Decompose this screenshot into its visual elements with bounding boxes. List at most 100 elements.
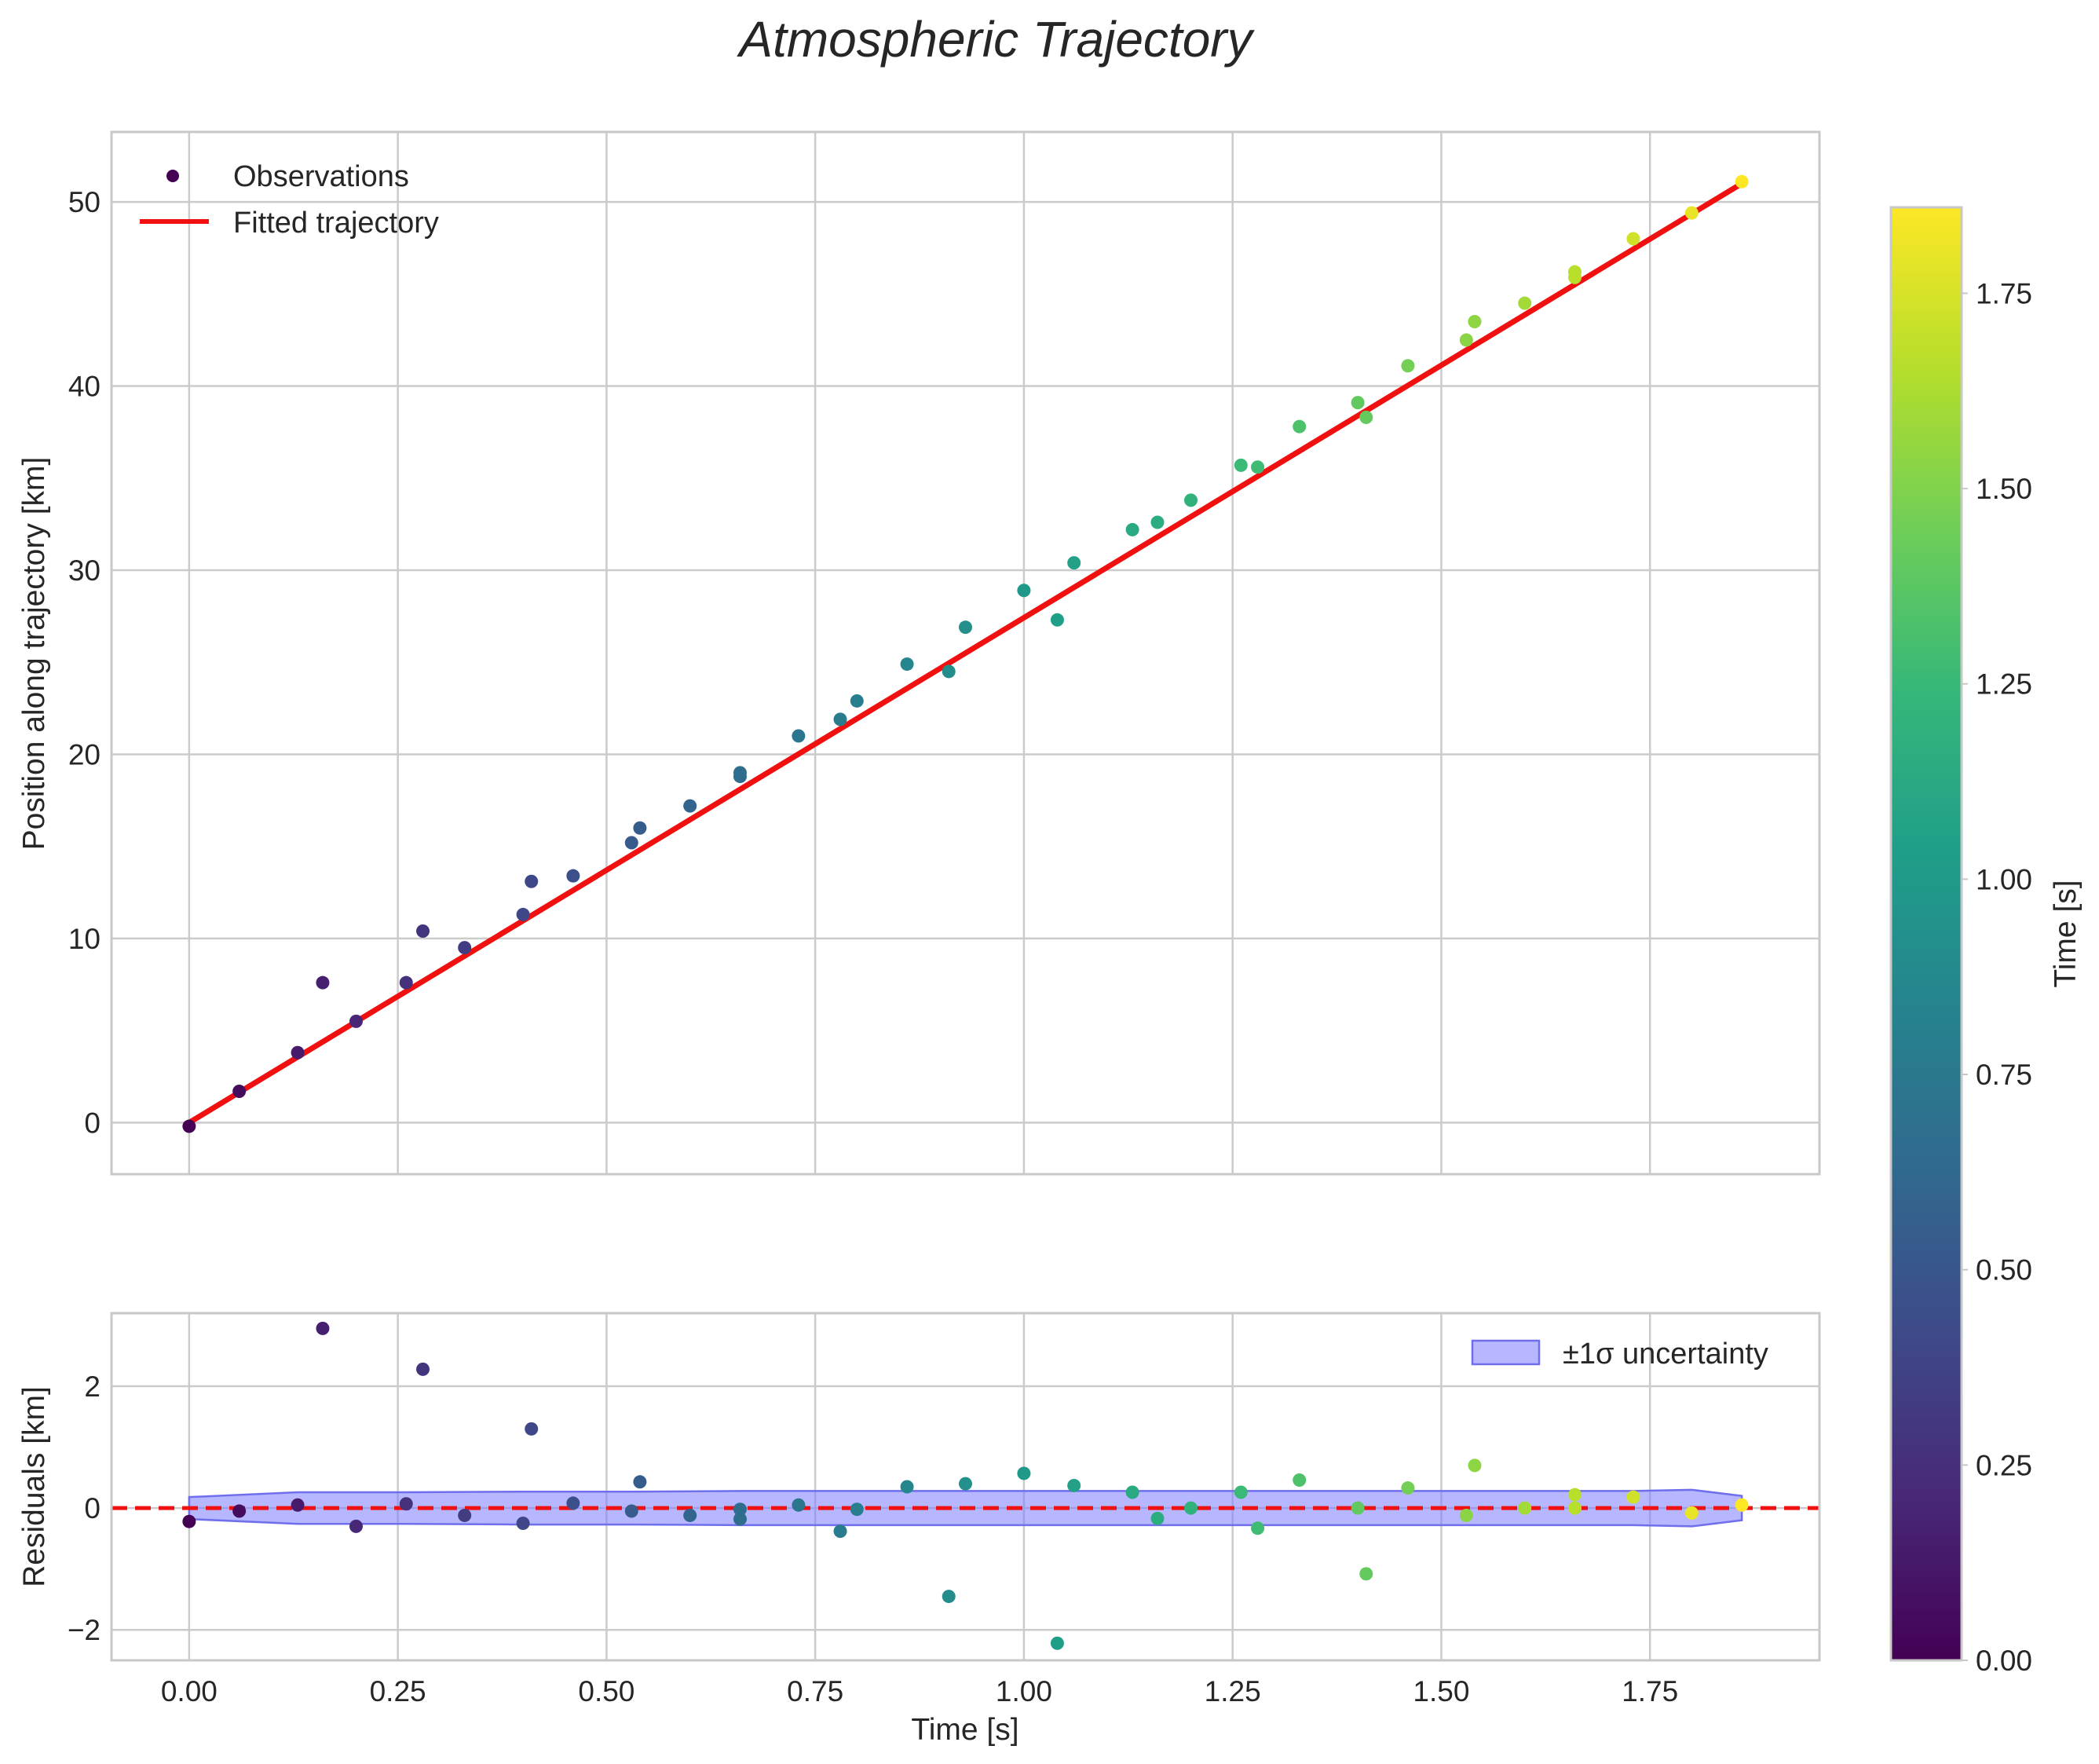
observation-point	[232, 1084, 247, 1098]
bottom-axes-frame	[110, 1312, 1821, 1662]
observation-point	[1125, 522, 1139, 536]
observation-point	[833, 712, 847, 726]
legend-observations-label: Observations	[233, 160, 409, 193]
bottom-y-tick-label: −2	[68, 1614, 101, 1646]
observation-point	[291, 1045, 305, 1059]
bottom-y-tick-label: 2	[84, 1371, 101, 1403]
residual-point	[458, 1508, 472, 1522]
top-y-axis-label: Position along trajectory [km]	[17, 457, 51, 851]
observation-point	[1684, 206, 1699, 220]
colorbar-frame	[1889, 206, 1963, 1662]
residual-point	[833, 1524, 847, 1539]
residual-point	[1735, 1498, 1749, 1512]
observation-point	[1459, 333, 1473, 347]
top-axes-frame	[110, 130, 1821, 1176]
observation-point	[1351, 396, 1365, 410]
observation-point	[1050, 613, 1064, 627]
residual-point	[1234, 1485, 1248, 1499]
x-axis-label: Time [s]	[911, 1713, 1018, 1747]
colorbar-tick-label: 1.00	[1976, 863, 2032, 895]
x-tick-label: 0.00	[161, 1675, 218, 1707]
observation-point	[1626, 232, 1640, 246]
observation-point	[458, 941, 472, 955]
observation-point	[733, 766, 747, 780]
residual-point	[399, 1497, 413, 1511]
residual-point	[349, 1519, 363, 1533]
bottom-x-tick-labels: 0.00 0.25 0.50 0.75 1.00 1.25 1.50 1.75	[161, 1675, 1678, 1707]
top-y-tick-label: 40	[68, 371, 101, 403]
residual-point	[1293, 1473, 1307, 1487]
observation-point	[1518, 296, 1532, 310]
residual-point	[733, 1512, 747, 1526]
colorbar-tick-label: 0.25	[1976, 1449, 2032, 1481]
observation-point	[1568, 265, 1582, 279]
colorbar-gradient	[1891, 207, 1962, 1660]
legend-band-label: ±1σ uncertainty	[1563, 1338, 1768, 1371]
observation-point	[1251, 460, 1265, 474]
observation-point	[1234, 458, 1248, 472]
top-y-tick-label: 20	[68, 738, 101, 770]
observation-point	[566, 869, 580, 883]
observation-point	[959, 620, 972, 635]
residual-point	[291, 1498, 305, 1512]
observation-point	[900, 657, 914, 672]
residual-point	[566, 1496, 580, 1510]
observation-point	[1401, 359, 1415, 373]
colorbar-tick-label: 0.00	[1976, 1645, 2032, 1677]
residual-point	[1568, 1501, 1582, 1515]
x-tick-label: 0.75	[787, 1675, 843, 1707]
chart-title: Atmospheric Trajectory	[736, 11, 1255, 68]
residual-point	[1351, 1501, 1365, 1515]
residual-point	[1518, 1501, 1532, 1515]
colorbar-tick-labels: 0.00 0.25 0.50 0.75 1.00 1.25 1.50 1.75	[1962, 277, 2032, 1677]
observation-point	[850, 694, 864, 708]
top-y-tick-label: 30	[68, 554, 101, 587]
x-tick-label: 1.00	[996, 1675, 1052, 1707]
residual-point	[624, 1504, 638, 1518]
residual-points	[182, 1321, 1749, 1650]
residual-point	[1626, 1490, 1640, 1504]
top-panel: 0 10 20 30 40 50 Position along trajectory [k…	[17, 130, 1821, 1176]
bottom-panel: −2 0 2 0.00 0.25 0.50 0.75 1.00 1.25 1.50 1.75 Re…	[17, 1312, 1821, 1747]
colorbar-tick-label: 1.50	[1976, 473, 2032, 505]
observation-point	[792, 729, 806, 743]
top-y-tick-label: 50	[68, 186, 101, 218]
residual-point	[1251, 1521, 1265, 1535]
bottom-y-axis-label: Residuals [km]	[17, 1386, 51, 1587]
top-y-tick-label: 0	[84, 1107, 101, 1139]
bottom-y-tick-labels: −2 0 2	[68, 1371, 101, 1646]
colorbar-tick-label: 1.25	[1976, 668, 2032, 701]
colorbar-tick-label: 0.50	[1976, 1254, 2032, 1286]
observation-point	[1150, 515, 1165, 529]
residual-point	[316, 1321, 330, 1335]
legend-band-swatch	[1471, 1339, 1541, 1366]
residual-point	[1017, 1466, 1031, 1480]
observation-point	[525, 874, 539, 888]
colorbar-tick-label: 1.75	[1976, 277, 2032, 309]
residual-point	[1150, 1511, 1165, 1525]
top-y-tick-labels: 0 10 20 30 40 50	[68, 186, 101, 1139]
observation-point	[1017, 584, 1031, 598]
residual-point	[959, 1477, 972, 1491]
residual-point	[1050, 1636, 1064, 1650]
residual-point	[633, 1475, 647, 1489]
bottom-legend: ±1σ uncertainty	[1471, 1338, 1768, 1371]
residual-point	[942, 1590, 956, 1604]
residual-point	[1359, 1567, 1373, 1581]
x-tick-label: 1.25	[1205, 1675, 1261, 1707]
observation-point	[1468, 314, 1482, 328]
residual-point	[525, 1422, 539, 1436]
residual-point	[232, 1504, 247, 1518]
colorbar-tick-label: 0.75	[1976, 1059, 2032, 1091]
x-tick-label: 1.50	[1413, 1675, 1469, 1707]
x-tick-label: 1.75	[1622, 1675, 1678, 1707]
residual-point	[1568, 1488, 1582, 1502]
observation-point	[624, 836, 638, 850]
residual-point	[1125, 1485, 1139, 1499]
residual-point	[1468, 1458, 1482, 1473]
colorbar: 0.00 0.25 0.50 0.75 1.00 1.25 1.50 1.75 Time [s…	[1889, 206, 2083, 1677]
residual-point	[1684, 1506, 1699, 1520]
top-gridlines	[112, 132, 1819, 1174]
residual-point	[850, 1502, 864, 1517]
